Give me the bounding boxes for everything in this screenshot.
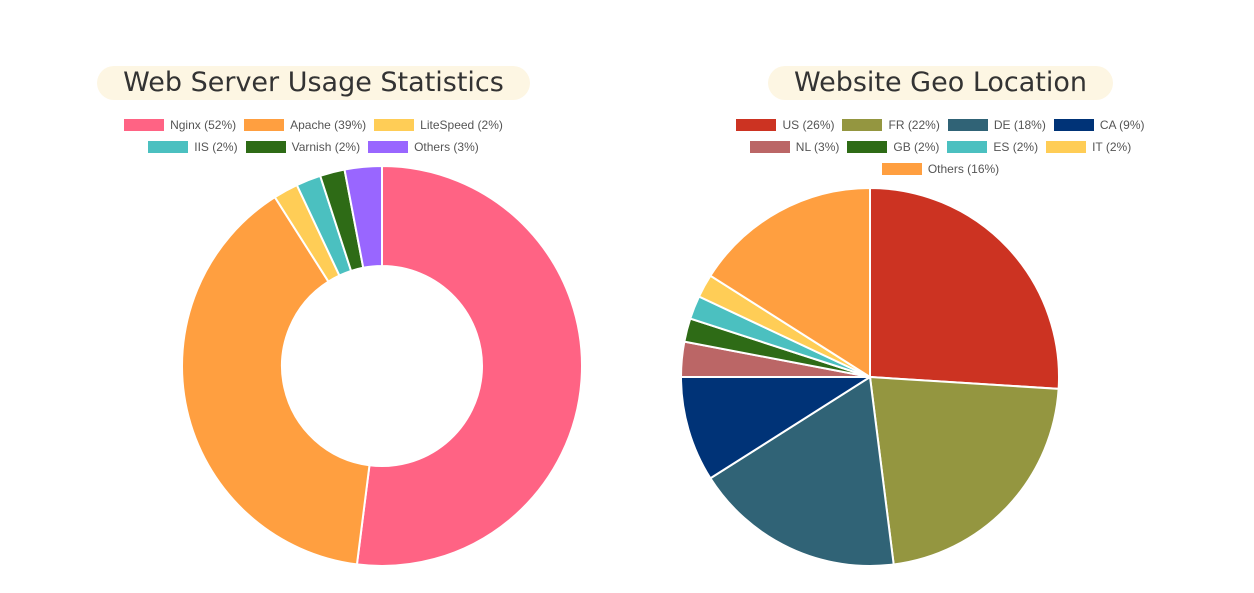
legend-swatch <box>847 141 888 153</box>
legend-label: US (26%) <box>782 118 835 132</box>
legend-swatch <box>244 119 285 131</box>
legend-item-others[interactable]: Others (3%) <box>368 139 479 155</box>
legend-swatch <box>148 141 189 153</box>
slice-us[interactable] <box>869 186 1060 390</box>
chart-title: Web Server Usage Statistics <box>97 66 530 100</box>
legend-label: DE (18%) <box>993 118 1046 132</box>
legend-label: Others (3%) <box>414 140 479 154</box>
doughnut-chart <box>181 164 583 567</box>
chart-legend: Nginx (52%) Apache (39%) LiteSpeed (2%) IIS… <box>0 117 627 161</box>
legend-item-nl[interactable]: NL (3%) <box>749 139 840 155</box>
slice-de[interactable] <box>709 375 895 567</box>
legend-item-es[interactable]: ES (2%) <box>947 139 1038 155</box>
geo-location-chart-panel: Website Geo Location US (26%) FR (22%) DE … <box>627 0 1254 593</box>
legend-item-gb[interactable]: GB (2%) <box>847 139 939 155</box>
legend-label: Apache (39%) <box>290 118 367 132</box>
legend-item-it[interactable]: IT (2%) <box>1046 139 1131 155</box>
legend-swatch <box>1053 119 1094 131</box>
legend-swatch <box>842 119 883 131</box>
legend-label: Others (16%) <box>927 162 1000 176</box>
legend-swatch <box>736 119 777 131</box>
pie-chart <box>679 186 1060 567</box>
legend-label: Varnish (2%) <box>291 140 361 154</box>
legend-swatch <box>124 119 165 131</box>
legend-swatch <box>881 163 922 175</box>
legend-swatch <box>1046 141 1087 153</box>
legend-swatch <box>947 119 988 131</box>
legend-item-fr[interactable]: FR (22%) <box>842 117 940 133</box>
slice-fr[interactable] <box>868 375 1060 566</box>
legend-label: CA (9%) <box>1099 118 1145 132</box>
legend-label: NL (3%) <box>795 140 840 154</box>
legend-item-nginx[interactable]: Nginx (52%) <box>124 117 236 133</box>
chart-title: Website Geo Location <box>767 66 1114 100</box>
slice-apache[interactable] <box>181 195 371 566</box>
legend-swatch <box>245 141 286 153</box>
legend-item-us[interactable]: US (26%) <box>736 117 834 133</box>
web-server-chart-panel: Web Server Usage Statistics Nginx (52%) A… <box>0 66 627 567</box>
slice-nginx[interactable] <box>355 164 583 567</box>
slice-ca[interactable] <box>679 376 874 480</box>
legend-swatch <box>947 141 988 153</box>
legend-item-litespeed[interactable]: LiteSpeed (2%) <box>374 117 503 133</box>
legend-item-ca[interactable]: CA (9%) <box>1053 117 1145 133</box>
legend-label: IT (2%) <box>1092 140 1132 154</box>
legend-item-iis[interactable]: IIS (2%) <box>148 139 238 155</box>
legend-item-others[interactable]: Others (16%) <box>881 161 1000 177</box>
legend-swatch <box>374 119 415 131</box>
slice-others[interactable] <box>343 164 383 269</box>
legend-label: LiteSpeed (2%) <box>420 118 503 132</box>
legend-label: FR (22%) <box>888 118 940 132</box>
chart-legend: US (26%) FR (22%) DE (18%) CA (9%) NL (3%) GB… <box>627 117 1254 183</box>
legend-swatch <box>368 141 409 153</box>
legend-label: ES (2%) <box>993 140 1039 154</box>
legend-label: IIS (2%) <box>194 140 238 154</box>
legend-item-de[interactable]: DE (18%) <box>947 117 1046 133</box>
legend-label: GB (2%) <box>893 140 940 154</box>
legend-item-apache[interactable]: Apache (39%) <box>244 117 366 133</box>
legend-swatch <box>749 141 790 153</box>
slice-others[interactable] <box>709 186 871 379</box>
legend-item-varnish[interactable]: Varnish (2%) <box>245 139 361 155</box>
legend-label: Nginx (52%) <box>170 118 237 132</box>
